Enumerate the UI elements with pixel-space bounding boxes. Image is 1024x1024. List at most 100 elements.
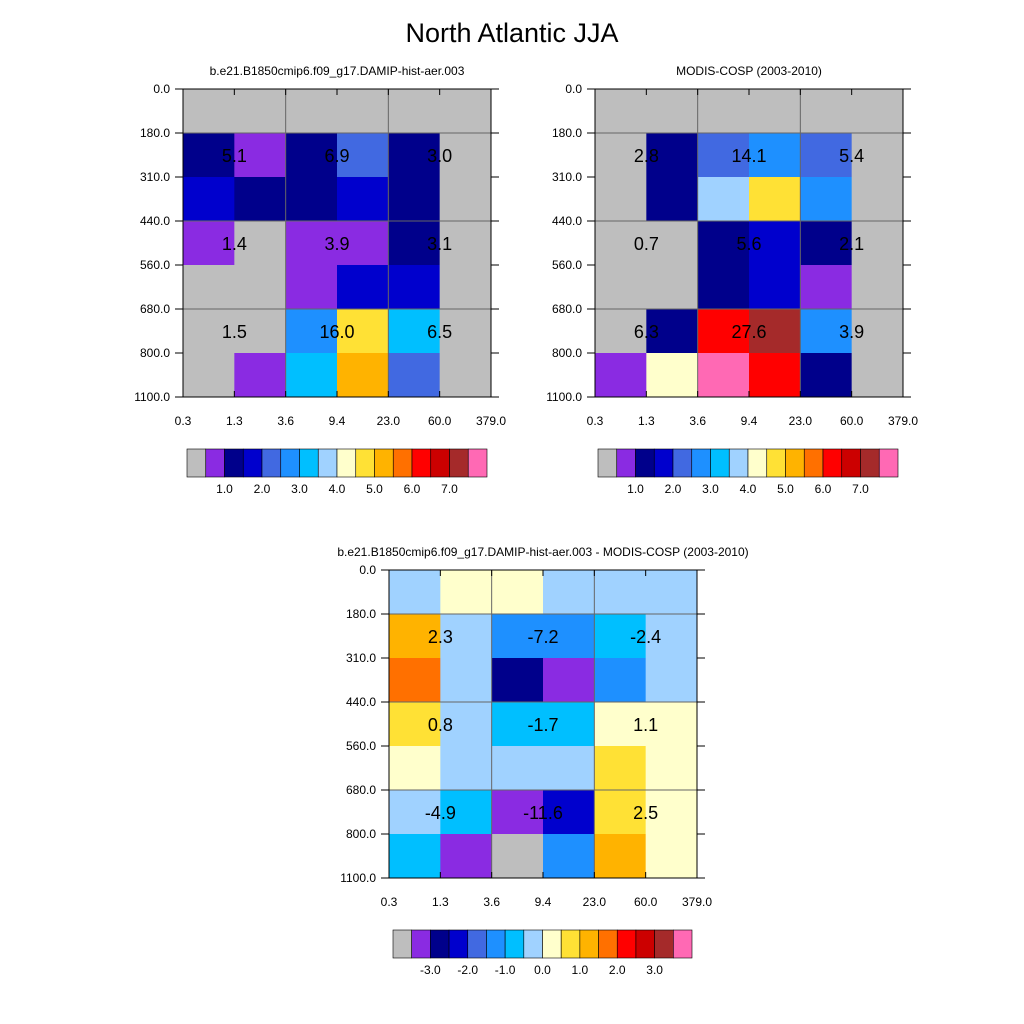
heatmap-cell <box>491 702 544 747</box>
heatmap-cell <box>646 177 699 222</box>
heatmap-cell <box>337 133 389 178</box>
colorbar-label: 5.0 <box>777 482 794 496</box>
heatmap-cell <box>697 133 750 178</box>
y-tick-label: 800.0 <box>346 827 376 841</box>
heatmap-cell <box>749 265 801 310</box>
y-tick-label: 440.0 <box>346 695 376 709</box>
y-tick-label: 560.0 <box>140 258 170 272</box>
colorbar-swatch <box>785 448 805 478</box>
y-tick-label: 440.0 <box>140 214 170 228</box>
heatmap-cell <box>697 221 750 266</box>
y-tick-label: 180.0 <box>140 126 170 140</box>
colorbar-swatch <box>598 929 618 959</box>
heatmap-cell <box>697 309 750 354</box>
heatmap-cell <box>543 834 595 879</box>
colorbar-label: 7.0 <box>441 482 458 496</box>
colorbar-swatch <box>542 929 562 959</box>
colorbar-swatch <box>616 448 636 478</box>
y-tick-label: 680.0 <box>552 302 582 316</box>
heatmap-cell <box>337 221 389 266</box>
heatmap-cell <box>749 221 801 266</box>
colorbar-label: 4.0 <box>740 482 757 496</box>
x-tick-label: 0.3 <box>381 895 398 909</box>
heatmap-cell <box>543 746 595 791</box>
heatmap-cell <box>645 702 698 747</box>
panel-title: MODIS-COSP (2003-2010) <box>676 64 822 78</box>
cell-value-label: 3.9 <box>324 234 349 254</box>
heatmap-cell <box>389 746 441 791</box>
cell-value-label: 14.1 <box>731 146 766 166</box>
heatmap-cell <box>543 702 595 747</box>
colorbar-label: 3.0 <box>291 482 308 496</box>
colorbar-label: 5.0 <box>366 482 383 496</box>
colorbar-swatch <box>486 929 506 959</box>
heatmap-cell <box>388 309 441 354</box>
heatmap-cell <box>595 353 647 398</box>
cell-value-label: 1.5 <box>222 322 247 342</box>
heatmap-cell <box>337 265 389 310</box>
colorbar-swatch <box>504 929 525 959</box>
heatmap-cell <box>800 309 853 354</box>
colorbar-swatch <box>392 448 413 478</box>
heatmap-cell <box>389 658 441 703</box>
heatmap-cell <box>388 265 441 310</box>
colorbar-swatch <box>336 448 357 478</box>
figure-title: North Atlantic JJA <box>405 18 619 48</box>
heatmap-cell <box>389 790 441 835</box>
heatmap-cell <box>491 746 544 791</box>
panel-title: b.e21.B1850cmip6.f09_g17.DAMIP-hist-aer.… <box>337 545 748 559</box>
colorbar-label: 3.0 <box>702 482 719 496</box>
colorbar-swatch <box>691 448 711 478</box>
heatmap-cell <box>183 133 235 178</box>
heatmap-cell <box>440 614 493 659</box>
heatmap-cell <box>439 265 492 310</box>
colorbar-label: -1.0 <box>495 963 516 977</box>
cell-value-label: -11.6 <box>523 803 563 823</box>
colorbar-swatch <box>430 448 450 478</box>
heatmap-cell <box>491 790 544 835</box>
heatmap-cell <box>646 265 699 310</box>
heatmap-cell <box>543 790 595 835</box>
heatmap-cell <box>594 614 647 659</box>
colorbar-label: 2.0 <box>609 963 626 977</box>
cell-value-label: 5.6 <box>736 234 761 254</box>
colorbar-label: -3.0 <box>420 963 441 977</box>
heatmap-cell <box>440 702 493 747</box>
heatmap-cell <box>595 309 647 354</box>
heatmap-cell <box>851 133 904 178</box>
cell-value-label: -1.7 <box>527 715 558 735</box>
cell-value-label: 6.3 <box>634 322 659 342</box>
heatmap-cell <box>439 89 492 134</box>
heatmap-cell <box>749 353 801 398</box>
heatmap-cell <box>646 221 699 266</box>
x-tick-label: 3.6 <box>483 895 500 909</box>
heatmap-cell <box>285 221 338 266</box>
cell-value-label: 6.5 <box>427 322 452 342</box>
heatmap-cell <box>800 133 853 178</box>
y-tick-label: 560.0 <box>552 258 582 272</box>
heatmap-cell <box>234 133 287 178</box>
cell-value-label: 3.1 <box>427 234 452 254</box>
colorbar-swatch <box>224 448 244 478</box>
cell-value-label: 3.0 <box>427 146 452 166</box>
y-tick-label: 180.0 <box>346 607 376 621</box>
colorbar-swatch <box>449 448 469 478</box>
colorbar-swatch <box>878 448 899 478</box>
y-tick-label: 0.0 <box>565 82 582 96</box>
heatmap-cell <box>851 265 904 310</box>
heatmap-cell <box>389 614 441 659</box>
heatmap-cell <box>234 221 287 266</box>
y-tick-label: 310.0 <box>552 170 582 184</box>
heatmap-cell <box>800 265 853 310</box>
heatmap-cell <box>183 265 235 310</box>
cell-value-label: 1.1 <box>633 715 658 735</box>
colorbar-swatch <box>523 929 543 959</box>
heatmap-cell <box>285 309 338 354</box>
heatmap-cell <box>697 265 750 310</box>
heatmap-cell <box>389 702 441 747</box>
heatmap-cell <box>388 221 441 266</box>
colorbar-swatch <box>467 448 488 478</box>
colorbar-swatch <box>803 448 824 478</box>
heatmap-cell <box>595 89 647 134</box>
cell-value-label: 16.0 <box>319 322 354 342</box>
